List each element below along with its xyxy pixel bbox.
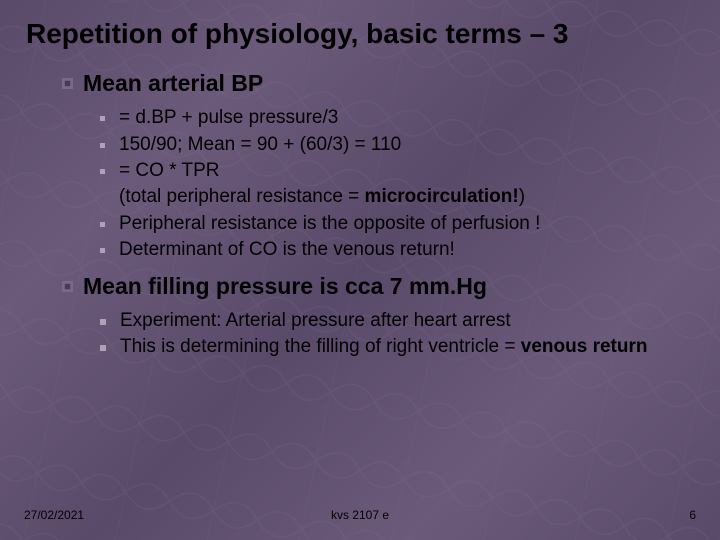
- section-mean-arterial-bp: Mean arterial BP = d.BP + pulse pressure…: [62, 70, 700, 263]
- section-mean-filling-pressure: Mean filling pressure is cca 7 mm.Hg Exp…: [62, 273, 700, 360]
- list-item-text: Experiment: Arterial pressure after hear…: [120, 308, 511, 334]
- bullet-square-icon: [100, 345, 106, 351]
- list-item-text: = d.BP + pulse pressure/3: [119, 105, 338, 131]
- list-item: = CO * TPR(total peripheral resistance =…: [100, 158, 700, 209]
- bullet-main-icon: [62, 78, 73, 89]
- list-item: = d.BP + pulse pressure/3: [100, 105, 700, 131]
- bullet-square-icon: [100, 319, 106, 325]
- list-item-text: 150/90; Mean = 90 + (60/3) = 110: [119, 132, 401, 158]
- bullet-dot-icon: [100, 116, 105, 121]
- list-item: This is determining the filling of right…: [100, 334, 700, 360]
- footer: 27/02/2021 kvs 2107 e 6: [0, 508, 720, 522]
- section-heading: Mean arterial BP: [83, 70, 263, 97]
- list-item-text: Peripheral resistance is the opposite of…: [119, 211, 540, 237]
- footer-date: 27/02/2021: [24, 508, 84, 522]
- list-item: Experiment: Arterial pressure after hear…: [100, 308, 700, 334]
- bullet-dot-icon: [100, 169, 105, 174]
- bullet-dot-icon: [100, 248, 105, 253]
- footer-page: 6: [689, 508, 696, 522]
- list-item: Peripheral resistance is the opposite of…: [100, 211, 700, 237]
- section-heading: Mean filling pressure is cca 7 mm.Hg: [83, 273, 487, 300]
- list-item-text: This is determining the filling of right…: [120, 334, 647, 360]
- list-item: Determinant of CO is the venous return!: [100, 237, 700, 263]
- footer-code: kvs 2107 e: [331, 508, 389, 522]
- bullet-dot-icon: [100, 222, 105, 227]
- list-item-text: = CO * TPR(total peripheral resistance =…: [119, 158, 525, 209]
- list-item: 150/90; Mean = 90 + (60/3) = 110: [100, 132, 700, 158]
- list-item-text: Determinant of CO is the venous return!: [119, 237, 455, 263]
- bullet-main-icon: [62, 281, 73, 292]
- page-title: Repetition of physiology, basic terms – …: [26, 18, 700, 50]
- bullet-dot-icon: [100, 143, 105, 148]
